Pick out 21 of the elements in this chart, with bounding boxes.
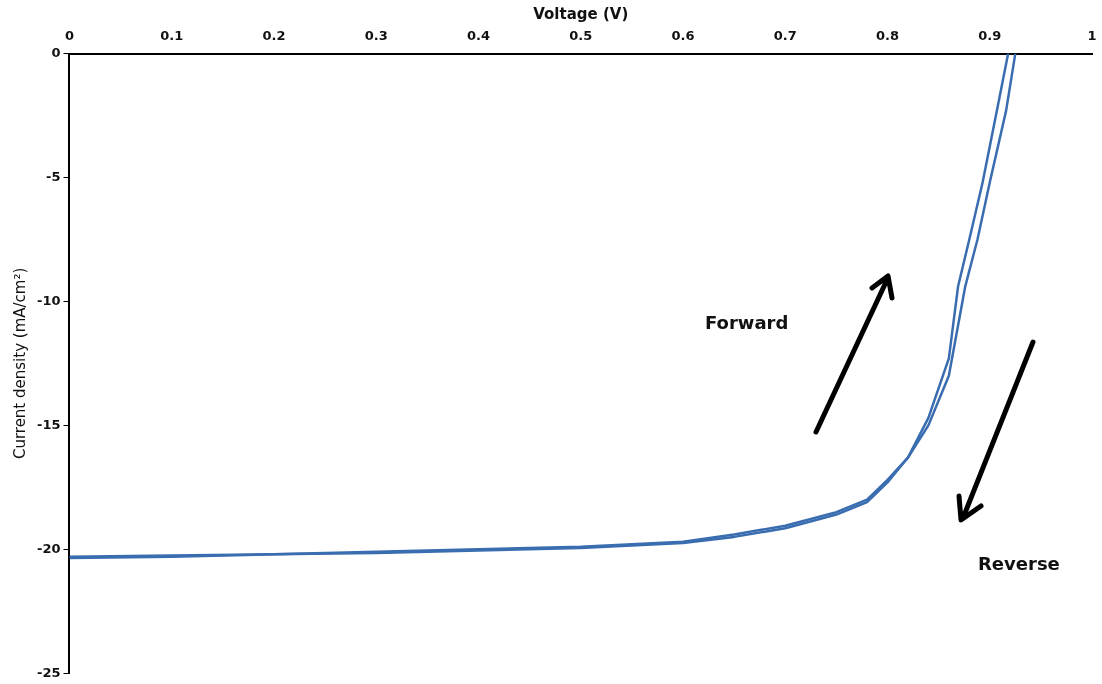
y-tick-label: -20 <box>36 540 61 556</box>
x-tick-label: 0.4 <box>466 28 491 44</box>
x-tick-label: 0.2 <box>262 28 286 44</box>
x-tick-label: 0.1 <box>160 28 184 44</box>
x-tick-label: 0.6 <box>671 28 695 44</box>
annotation: Reverse <box>978 553 1060 574</box>
y-tick-label: -5 <box>46 168 61 184</box>
x-tick-label: 0.7 <box>773 28 797 44</box>
y-tick-label: 0 <box>51 44 61 60</box>
x-tick-label: 0.3 <box>364 28 388 44</box>
x-tick-label: 1 <box>1087 28 1097 44</box>
y-tick-label: -25 <box>36 664 61 680</box>
x-tick-label: 0 <box>64 28 75 44</box>
x-tick-label: 0.8 <box>875 28 900 44</box>
annotation: Forward <box>705 312 789 333</box>
y-axis-title: Current density (mA/cm²) <box>10 267 29 460</box>
x-axis-title: Voltage (V) <box>533 4 629 23</box>
x-tick-label: 0.9 <box>978 28 1002 44</box>
y-tick-label: -15 <box>36 416 61 432</box>
y-tick-label: -10 <box>36 292 61 308</box>
x-tick-label: 0.5 <box>569 28 593 44</box>
